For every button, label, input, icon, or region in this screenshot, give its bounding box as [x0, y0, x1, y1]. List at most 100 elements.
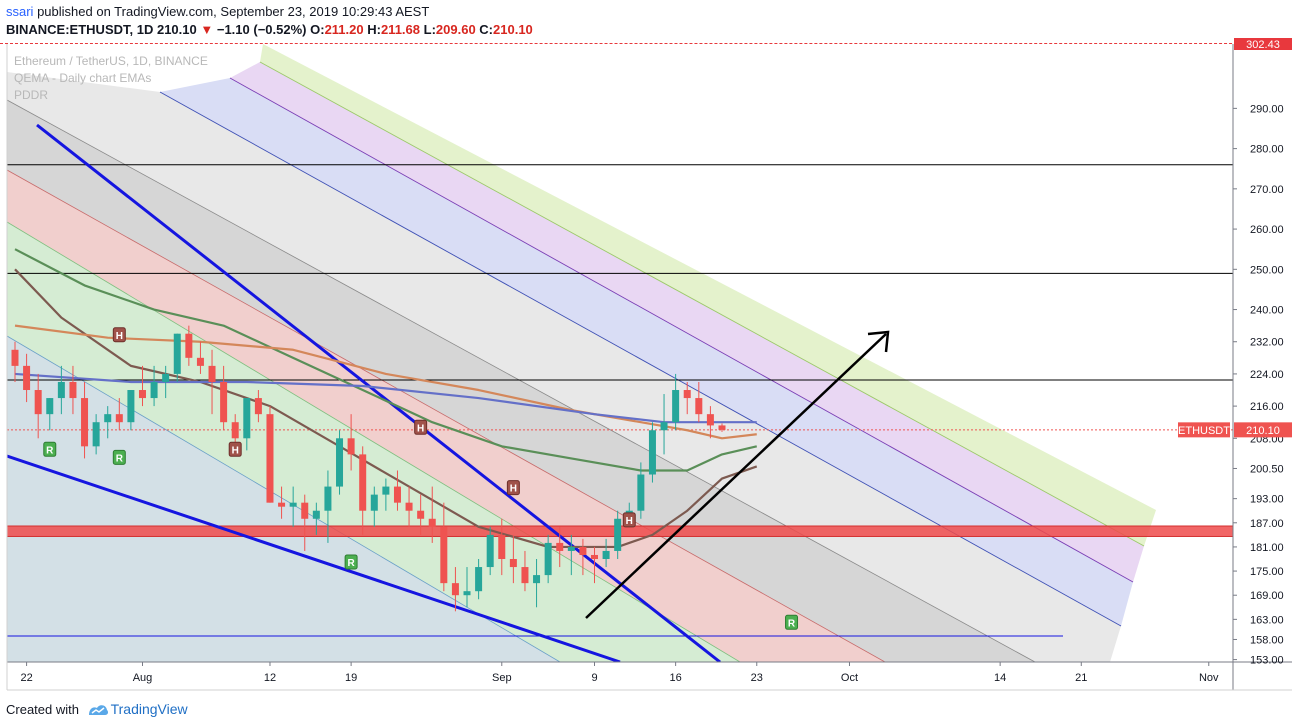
h-signal-marker: H: [622, 512, 636, 528]
open-value: 211.20: [324, 22, 364, 37]
candle: [231, 414, 239, 447]
price-tick-label: 153.00: [1250, 655, 1284, 667]
candle: [440, 502, 448, 592]
svg-text:R: R: [788, 618, 796, 629]
ethusdt-price-tag: ETHUSDT 210.10: [1178, 422, 1292, 438]
time-tick-label: 14: [994, 672, 1006, 684]
time-tick-label: 23: [751, 672, 763, 684]
svg-text:302.43: 302.43: [1246, 39, 1280, 51]
candle: [463, 567, 471, 608]
open-label: O:: [310, 22, 325, 37]
created-with-label: Created with: [6, 702, 79, 717]
publish-info: published on TradingView.com, September …: [37, 4, 430, 19]
candle: [509, 534, 517, 584]
price-tick-label: 290.00: [1250, 103, 1284, 115]
price-tick-label: 163.00: [1250, 614, 1284, 626]
candle: [196, 341, 204, 374]
candle: [57, 365, 65, 415]
low-label: L:: [423, 22, 436, 37]
candle: [150, 365, 158, 407]
author-name[interactable]: ssari: [6, 4, 34, 19]
last-price: 210.10: [156, 22, 197, 37]
tradingview-brand[interactable]: TradingView: [110, 701, 188, 717]
time-tick-label: 12: [264, 672, 276, 684]
price-tick-label: 187.00: [1250, 518, 1284, 530]
time-tick-label: 16: [670, 672, 682, 684]
candle: [683, 381, 691, 415]
candle: [428, 486, 436, 543]
price-tick-label: 169.00: [1250, 590, 1284, 602]
high-label: H:: [367, 22, 381, 37]
svg-text:R: R: [347, 558, 355, 569]
legend-symbol: Ethereum / TetherUS, 1D, BINANCE: [14, 54, 208, 68]
candle: [23, 353, 31, 403]
candle: [336, 430, 344, 495]
candle: [185, 325, 193, 366]
candlesticks: [11, 325, 726, 612]
time-tick-label: Aug: [133, 672, 153, 684]
signal-markers: R R H H R H H H R: [43, 327, 799, 630]
price-tick-label: 216.00: [1250, 401, 1284, 413]
footer: Created with TradingView: [6, 701, 188, 717]
price-tick-label: 270.00: [1250, 184, 1284, 196]
candle: [208, 349, 216, 415]
candle: [660, 394, 668, 455]
ema-line-2: [14, 324, 757, 440]
candle: [637, 462, 645, 519]
svg-text:H: H: [232, 445, 239, 456]
time-axis[interactable]: 22 Aug 12 19 Sep 9 16 23 Oct 14 21 Nov: [20, 662, 1219, 684]
price-tick-label: 193.00: [1250, 494, 1284, 506]
candle: [591, 546, 598, 584]
candle: [278, 486, 286, 519]
price-tick-label: 240.00: [1250, 305, 1284, 317]
time-tick-label: Oct: [841, 672, 858, 684]
candle: [359, 446, 367, 535]
tradingview-logo-icon: [88, 705, 108, 715]
candle: [162, 365, 170, 399]
price-tick-label: 175.00: [1250, 566, 1284, 578]
h-signal-marker: H: [414, 419, 428, 435]
time-tick-label: Sep: [492, 672, 512, 684]
svg-text:H: H: [510, 484, 517, 495]
publish-line: ssari published on TradingView.com, Sept…: [6, 4, 429, 19]
legend-pddr: PDDR: [14, 88, 48, 102]
candle: [672, 373, 680, 431]
price-axis[interactable]: 153.00 158.00 163.00 169.00 175.00 181.00 187.…: [1233, 103, 1284, 667]
channel-band-purple: [230, 62, 1144, 582]
candle: [138, 365, 146, 407]
candle: [81, 381, 89, 459]
candle: [266, 406, 274, 503]
price-tick-label: 224.00: [1250, 369, 1284, 381]
time-tick-label: Nov: [1199, 672, 1219, 684]
candle: [289, 486, 297, 527]
candle: [382, 478, 390, 511]
candle: [567, 534, 575, 576]
candle: [718, 423, 726, 432]
channel-band-green-outer: [260, 44, 1156, 546]
candle: [173, 333, 181, 382]
price-tick-label: 280.00: [1250, 144, 1284, 156]
ema-line-1: [14, 248, 758, 472]
r-signal-marker: R: [43, 441, 57, 457]
candle: [312, 502, 320, 535]
candle: [69, 365, 77, 415]
close-value: 210.10: [493, 22, 533, 37]
candle: [324, 470, 332, 543]
candle: [521, 550, 529, 592]
price-tick-label: 158.00: [1250, 634, 1284, 646]
h-signal-marker: H: [112, 327, 126, 343]
down-arrow-icon: ▼: [200, 22, 214, 37]
regression-channel: [7, 44, 1156, 662]
candle: [648, 422, 656, 483]
candle: [533, 559, 541, 608]
symbol-label[interactable]: BINANCE:ETHUSDT, 1D: [6, 22, 154, 37]
svg-text:210.10: 210.10: [1246, 425, 1280, 437]
candle: [706, 406, 714, 439]
top-price-line: [0, 43, 1292, 44]
candle: [34, 373, 42, 439]
candle: [254, 390, 262, 423]
candle: [393, 470, 401, 511]
h-signal-marker: H: [506, 480, 520, 496]
svg-text:H: H: [116, 331, 123, 342]
